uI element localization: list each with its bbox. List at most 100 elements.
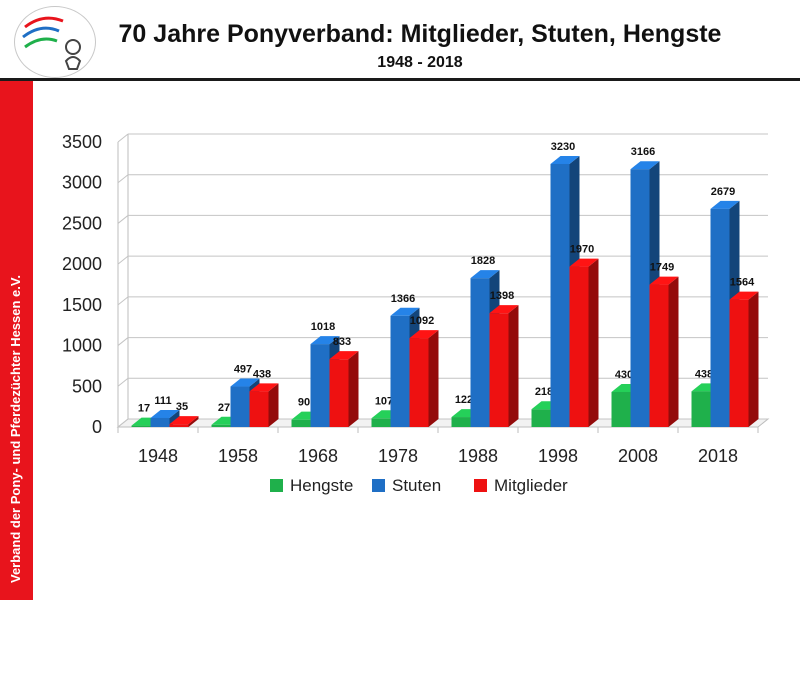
bar-top bbox=[630, 161, 660, 170]
data-label: 1970 bbox=[570, 244, 594, 256]
bar-top bbox=[390, 307, 420, 316]
bar-side bbox=[428, 330, 439, 427]
data-label: 111 bbox=[154, 395, 171, 407]
gridline-side bbox=[117, 296, 129, 306]
bar-front bbox=[329, 359, 349, 427]
y-tick-label: 2500 bbox=[62, 213, 102, 233]
data-label: 438 bbox=[695, 368, 713, 380]
bar-front bbox=[630, 169, 650, 427]
y-tick-label: 500 bbox=[72, 376, 102, 396]
bar-top bbox=[409, 330, 439, 339]
bar-top bbox=[310, 336, 340, 345]
bar-front bbox=[310, 344, 330, 427]
data-label: 1828 bbox=[471, 255, 495, 267]
bar-front bbox=[710, 208, 730, 427]
data-label: 122 bbox=[455, 394, 473, 406]
x-tick-label: 2008 bbox=[618, 446, 658, 466]
bar-top bbox=[169, 416, 199, 425]
data-label: 2679 bbox=[711, 186, 735, 198]
data-label: 1749 bbox=[650, 262, 674, 274]
data-label: 90 bbox=[298, 397, 310, 409]
bar-top bbox=[569, 258, 599, 267]
bar-top bbox=[649, 276, 679, 285]
x-tick-label: 1958 bbox=[218, 446, 258, 466]
gridline-side bbox=[117, 377, 129, 387]
gridline-side bbox=[117, 337, 129, 346]
bar-top bbox=[710, 200, 740, 209]
chart-top-edge bbox=[118, 134, 768, 142]
bar-front bbox=[390, 315, 410, 427]
side-banner: Verband der Pony- und Pferdezüchter Hess… bbox=[0, 81, 33, 600]
x-tick-label: 1988 bbox=[458, 446, 498, 466]
bar-side bbox=[268, 383, 279, 427]
bar-side bbox=[588, 258, 599, 427]
x-tick-label: 2018 bbox=[698, 446, 738, 466]
bar-front bbox=[531, 409, 551, 427]
legend-swatch-stuten bbox=[372, 479, 385, 492]
bar-top bbox=[230, 378, 260, 387]
gridline-side bbox=[117, 255, 129, 265]
data-label: 1092 bbox=[410, 315, 434, 327]
data-label: 35 bbox=[176, 401, 188, 413]
bar-front bbox=[489, 313, 509, 427]
gridline-side bbox=[117, 418, 129, 428]
bar-front bbox=[470, 278, 490, 427]
data-label: 497 bbox=[234, 364, 252, 376]
y-tick-label: 1000 bbox=[62, 336, 102, 356]
y-tick-label: 3000 bbox=[62, 173, 102, 193]
y-tick-label: 0 bbox=[92, 417, 102, 437]
data-label: 3230 bbox=[551, 141, 575, 153]
bar-top bbox=[249, 383, 279, 392]
bar-front bbox=[649, 284, 669, 427]
bar-front bbox=[371, 418, 391, 427]
data-label: 3166 bbox=[631, 146, 655, 158]
bar-mitglieder-1988 bbox=[489, 305, 519, 427]
bar-front bbox=[131, 425, 151, 427]
x-tick-label: 1998 bbox=[538, 446, 578, 466]
gridline-side bbox=[117, 174, 129, 184]
bar-top bbox=[329, 351, 359, 360]
bar-mitglieder-2008 bbox=[649, 276, 679, 427]
legend-swatch-hengste bbox=[270, 479, 283, 492]
data-label: 107 bbox=[375, 395, 393, 407]
data-label: 1564 bbox=[730, 277, 755, 289]
x-tick-label: 1978 bbox=[378, 446, 418, 466]
y-tick-label: 1500 bbox=[62, 295, 102, 315]
bar-mitglieder-2018 bbox=[729, 291, 759, 427]
data-label: 1398 bbox=[490, 290, 514, 302]
bar-chart: 0 500 1000 1500 2000 2500 3000 3500 1948 1958 1968… bbox=[62, 132, 770, 495]
bar-front bbox=[569, 266, 589, 427]
bar-mitglieder-1968 bbox=[329, 351, 359, 427]
bar-mitglieder-1998 bbox=[569, 258, 599, 427]
bar-top bbox=[150, 409, 180, 418]
bar-side bbox=[188, 416, 199, 427]
bar-mitglieder-1958 bbox=[249, 383, 279, 427]
x-tick-label: 1948 bbox=[138, 446, 178, 466]
bar-front bbox=[451, 417, 471, 427]
legend-swatch-mitglieder bbox=[474, 479, 487, 492]
data-label: 438 bbox=[253, 368, 271, 380]
bar-front bbox=[211, 424, 231, 427]
legend-label-stuten: Stuten bbox=[392, 476, 441, 495]
chart-subtitle: 1948 - 2018 bbox=[377, 54, 463, 71]
bar-top bbox=[470, 270, 500, 279]
gridline-side bbox=[117, 215, 129, 224]
bar-front bbox=[409, 338, 429, 427]
bar-front bbox=[249, 391, 269, 427]
y-tick-label: 3500 bbox=[62, 132, 102, 152]
gridline-side bbox=[117, 133, 129, 143]
bar-side bbox=[508, 305, 519, 427]
bar-mitglieder-1948 bbox=[169, 416, 199, 427]
bar-front bbox=[230, 386, 250, 427]
association-logo bbox=[14, 6, 96, 78]
bar-side bbox=[748, 291, 759, 427]
bar-front bbox=[550, 163, 570, 427]
bar-mitglieder-1978 bbox=[409, 330, 439, 427]
bar-top bbox=[550, 155, 580, 164]
x-tick-label: 1968 bbox=[298, 446, 338, 466]
data-label: 430 bbox=[615, 369, 633, 381]
bar-top bbox=[489, 305, 519, 314]
legend-label-mitglieder: Mitglieder bbox=[494, 476, 568, 495]
bar-top bbox=[729, 291, 759, 300]
bar-front bbox=[691, 391, 711, 427]
